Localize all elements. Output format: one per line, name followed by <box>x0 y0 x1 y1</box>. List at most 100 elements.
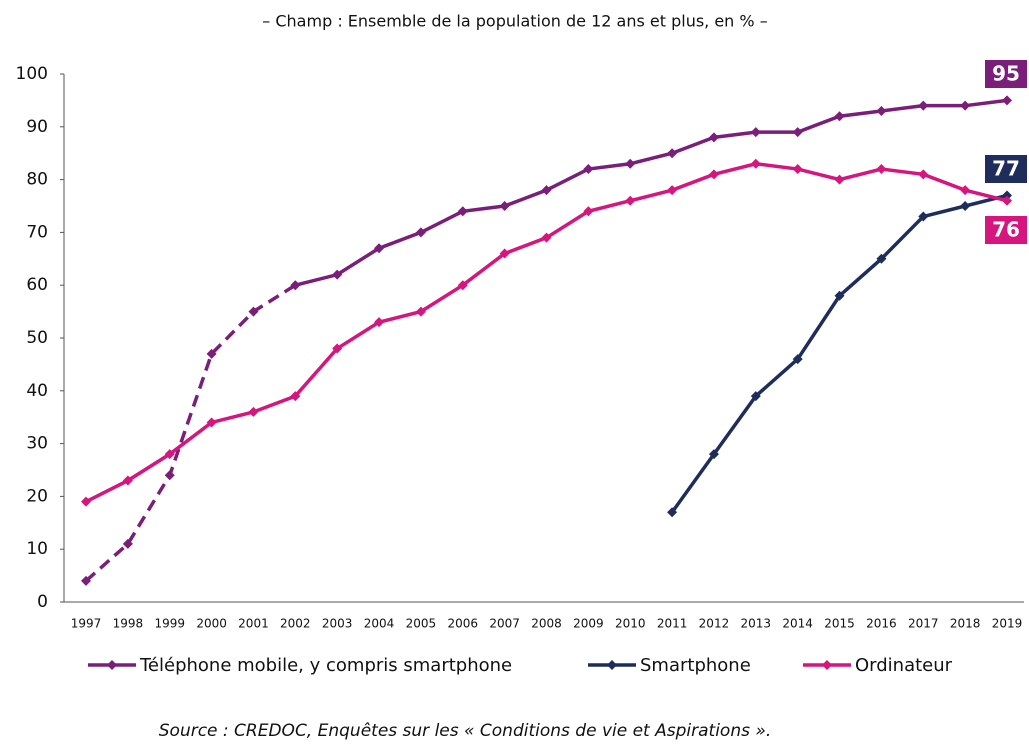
marker <box>876 105 887 116</box>
end-label: 76 <box>992 218 1020 242</box>
marker <box>415 227 426 238</box>
marker <box>918 211 929 222</box>
marker <box>708 449 719 460</box>
x-tick-label: 2006 <box>447 617 478 631</box>
marker <box>667 507 678 518</box>
legend-label: Ordinateur <box>855 655 953 676</box>
legend-marker <box>107 660 117 670</box>
marker <box>122 475 133 486</box>
x-tick-label: 2010 <box>615 617 646 631</box>
x-tick-label: 2019 <box>992 617 1023 631</box>
chart-subtitle: – Champ : Ensemble de la population de 1… <box>262 12 767 31</box>
marker <box>960 201 971 211</box>
marker <box>960 185 971 196</box>
marker <box>457 206 468 217</box>
marker <box>374 243 385 254</box>
marker <box>415 306 426 317</box>
y-tick-label: 30 <box>26 434 48 454</box>
y-tick-label: 40 <box>26 381 48 401</box>
y-tick-label: 60 <box>26 275 48 295</box>
x-tick-label: 2017 <box>908 617 939 631</box>
marker <box>541 185 552 196</box>
marker <box>918 169 929 180</box>
y-tick-label: 50 <box>26 328 48 348</box>
legend-marker <box>607 660 617 670</box>
end-label: 95 <box>992 62 1020 86</box>
x-tick-label: 2013 <box>741 617 772 631</box>
x-tick-label: 2007 <box>489 617 520 631</box>
marker <box>960 100 971 111</box>
line <box>294 98 1008 287</box>
marker <box>499 201 510 211</box>
marker <box>667 185 678 196</box>
x-tick-label: 2009 <box>573 617 604 631</box>
y-tick-label: 90 <box>26 117 48 137</box>
marker <box>81 575 91 586</box>
marker <box>876 164 887 175</box>
x-tick-label: 2003 <box>322 617 353 631</box>
x-tick-label: 2000 <box>196 617 227 631</box>
x-tick-label: 2014 <box>782 617 813 631</box>
x-tick-label: 2011 <box>657 617 688 631</box>
marker <box>332 269 343 280</box>
x-tick-label: 2015 <box>824 617 855 631</box>
marker <box>583 164 594 175</box>
marker <box>374 317 385 328</box>
end-label: 77 <box>992 157 1020 181</box>
marker <box>122 538 133 549</box>
marker <box>918 100 929 111</box>
marker <box>290 391 301 402</box>
marker <box>750 158 761 169</box>
marker <box>625 158 636 169</box>
line <box>85 161 1008 504</box>
marker <box>290 280 301 291</box>
marker <box>792 127 803 138</box>
marker <box>499 248 510 259</box>
x-tick-label: 2008 <box>531 617 562 631</box>
y-tick-label: 10 <box>26 539 48 559</box>
y-tick-label: 20 <box>26 486 48 506</box>
marker <box>164 449 175 460</box>
source-note: Source : CREDOC, Enquêtes sur les « Cond… <box>159 721 772 741</box>
marker <box>834 290 845 301</box>
y-tick-label: 0 <box>37 592 48 612</box>
x-tick-label: 1997 <box>71 617 102 631</box>
marker <box>876 253 887 264</box>
y-tick-label: 100 <box>16 64 48 84</box>
legend-label: Smartphone <box>640 655 751 676</box>
x-tick-label: 2004 <box>364 617 395 631</box>
x-tick-label: 2005 <box>406 617 437 631</box>
x-tick-label: 1998 <box>113 617 144 631</box>
marker <box>708 132 719 143</box>
marker <box>750 127 761 138</box>
marker <box>792 164 803 175</box>
marker <box>583 206 594 217</box>
marker <box>834 174 845 185</box>
marker <box>457 280 468 291</box>
marker <box>625 195 636 206</box>
marker <box>667 148 678 159</box>
x-tick-label: 2018 <box>950 617 981 631</box>
line <box>670 193 1008 514</box>
marker <box>248 306 259 317</box>
x-tick-label: 2016 <box>866 617 897 631</box>
line-dashed <box>84 283 297 583</box>
x-tick-label: 2002 <box>280 617 311 631</box>
marker <box>81 496 91 507</box>
marker <box>1002 95 1012 106</box>
marker <box>1002 190 1012 201</box>
end-label-box <box>985 60 1027 88</box>
marker <box>164 470 175 481</box>
x-tick-label: 2012 <box>699 617 730 631</box>
x-tick-label: 2001 <box>238 617 269 631</box>
marker <box>834 111 845 122</box>
marker <box>750 391 761 402</box>
marker <box>332 343 343 354</box>
legend-label: Téléphone mobile, y compris smartphone <box>139 655 512 676</box>
y-tick-label: 70 <box>26 222 48 242</box>
end-label-box <box>985 216 1027 244</box>
marker <box>248 406 259 417</box>
marker <box>206 348 217 359</box>
x-tick-label: 1999 <box>154 617 185 631</box>
marker <box>206 417 217 428</box>
